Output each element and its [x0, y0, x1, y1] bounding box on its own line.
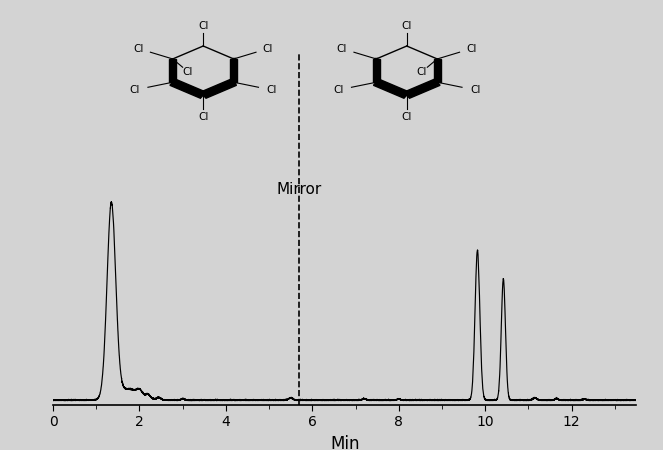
Text: Cl: Cl [337, 44, 347, 54]
X-axis label: Min: Min [330, 435, 359, 450]
Text: Cl: Cl [183, 67, 193, 77]
Text: Cl: Cl [333, 85, 343, 95]
Text: Cl: Cl [417, 67, 427, 77]
Text: Cl: Cl [466, 44, 477, 54]
Text: Cl: Cl [198, 21, 208, 32]
Text: Cl: Cl [402, 112, 412, 122]
Text: Cl: Cl [263, 44, 273, 54]
Text: Cl: Cl [470, 85, 481, 95]
Text: Cl: Cl [402, 21, 412, 32]
Text: Cl: Cl [198, 112, 208, 122]
Text: Cl: Cl [267, 85, 277, 95]
Text: Cl: Cl [133, 44, 144, 54]
Text: Mirror: Mirror [276, 182, 322, 197]
Text: Cl: Cl [129, 85, 140, 95]
